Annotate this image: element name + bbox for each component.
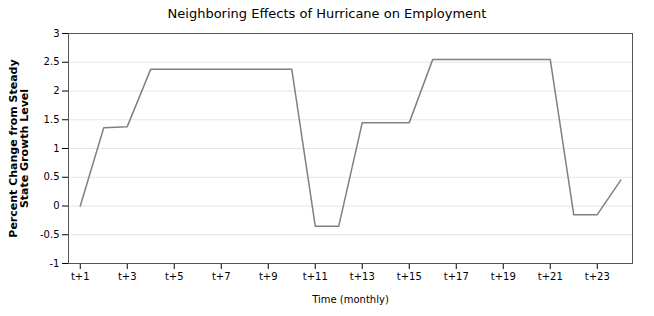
svg-text:2.5: 2.5: [44, 56, 60, 67]
svg-text:t+9: t+9: [259, 271, 278, 282]
svg-text:t+23: t+23: [585, 271, 610, 282]
svg-text:t+1: t+1: [71, 271, 90, 282]
svg-text:t+11: t+11: [303, 271, 328, 282]
svg-text:0.5: 0.5: [44, 171, 60, 182]
svg-text:0: 0: [53, 200, 59, 211]
svg-text:Percent Change from SteadyStat: Percent Change from SteadyState Growth L…: [7, 59, 31, 237]
svg-text:t+15: t+15: [397, 271, 422, 282]
svg-text:t+19: t+19: [491, 271, 516, 282]
svg-text:1.5: 1.5: [44, 114, 60, 125]
svg-text:t+21: t+21: [538, 271, 563, 282]
svg-text:t+3: t+3: [118, 271, 137, 282]
svg-text:t+17: t+17: [444, 271, 469, 282]
html-text:Neighboring Effects of Hurrica: Neighboring Effects of Hurricane on Empl…: [167, 6, 487, 21]
svg-text:t+5: t+5: [165, 271, 184, 282]
svg-text:t+13: t+13: [350, 271, 375, 282]
svg-text:t+7: t+7: [212, 271, 231, 282]
svg-text:-0.5: -0.5: [40, 229, 60, 240]
svg-text:1: 1: [53, 143, 59, 154]
svg-text:-1: -1: [50, 258, 60, 269]
svg-text:2: 2: [53, 85, 59, 96]
svg-text:3: 3: [53, 28, 59, 39]
svg-text:Time (monthly): Time (monthly): [311, 294, 389, 305]
